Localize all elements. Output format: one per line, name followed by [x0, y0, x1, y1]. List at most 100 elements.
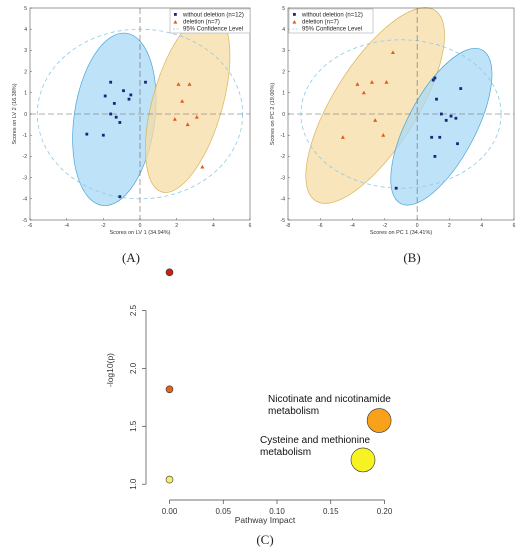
pathway-annotation: metabolism: [268, 406, 319, 417]
legend-entry: 95% Confidence Level: [302, 27, 362, 33]
point-deletion: [373, 118, 378, 122]
y-tick-label: 4: [24, 27, 27, 33]
point-without-deletion: [144, 80, 147, 84]
legend-entry: 95% Confidence Level: [183, 27, 243, 33]
y-tick-label: -1: [281, 133, 286, 139]
x-tick-label: 4: [212, 223, 215, 229]
point-deletion: [176, 82, 181, 86]
x-tick-label: 6: [513, 223, 516, 229]
y-tick-label: -5: [23, 218, 28, 224]
point-deletion: [172, 117, 177, 121]
y-tick-label: 3: [24, 48, 27, 54]
x-tick-label: -6: [28, 223, 33, 229]
y-tick-label: 2.5: [129, 304, 138, 316]
point-without-deletion: [118, 195, 122, 199]
y-tick-label: 0: [24, 112, 27, 118]
point-without-deletion: [112, 102, 116, 105]
x-tick-label: -6: [318, 223, 323, 229]
point-without-deletion: [109, 112, 113, 116]
x-tick-label: 4: [480, 223, 483, 229]
x-tick-label: 0: [139, 223, 142, 229]
legend-box: [288, 8, 374, 34]
y-tick-label: -1: [23, 133, 28, 139]
panel-a-label: (A): [122, 250, 140, 265]
pathway-annotation: metabolism: [260, 447, 311, 458]
panel-c-label: (C): [256, 532, 273, 547]
x-tick-label: -2: [101, 223, 106, 229]
legend-entry: deletion (n=7): [183, 20, 220, 26]
point-deletion: [340, 135, 345, 139]
point-deletion: [369, 80, 374, 84]
group-ellipse-2: [390, 47, 493, 206]
point-without-deletion: [103, 94, 107, 98]
y-tick-label: -3: [281, 175, 286, 181]
y-tick-label: 0: [282, 112, 285, 118]
y-tick-label: 1.0: [129, 478, 138, 490]
panel-b-label: (B): [403, 250, 420, 265]
y-tick-label: -4: [281, 197, 286, 203]
x-tick-label: -4: [64, 223, 69, 229]
y-tick-label: 2: [282, 69, 285, 75]
legend: without deletion (n=12) deletion (n=7)95%…: [169, 8, 251, 34]
point-deletion: [200, 164, 205, 169]
point-without-deletion: [444, 118, 448, 122]
point-without-deletion: [430, 135, 434, 139]
x-tick-label: 0: [416, 223, 419, 229]
y-tick-label: 2: [24, 69, 27, 75]
point-without-deletion: [122, 89, 125, 93]
x-tick-label: -4: [350, 223, 355, 229]
point-without-deletion: [127, 97, 131, 101]
y-tick-label: -5: [281, 218, 286, 224]
point-without-deletion: [114, 115, 118, 119]
point-without-deletion: [433, 76, 437, 80]
x-tick-label: -8: [286, 223, 291, 229]
y-tick-label: 1: [282, 91, 285, 97]
x-tick-label: 0.10: [269, 507, 285, 516]
point-without-deletion: [439, 112, 443, 116]
y-tick-label: 5: [24, 6, 27, 12]
point-deletion: [187, 82, 192, 86]
x-axis-label: Scores on PC 1 (34.41%): [370, 230, 433, 236]
pathway-bubble: [350, 447, 376, 473]
legend-marker-without-deletion: [293, 13, 296, 16]
x-tick-label: 0.15: [323, 507, 339, 516]
y-tick-label: -2: [23, 154, 28, 160]
panel-b-chart: -8 -6 -4 -2 0 2 4 6 -5 -4 -3 -2 -1 0 1 2 3 4 5 Scores on PC…: [270, 6, 516, 236]
pathway-bubble: [165, 268, 174, 277]
y-tick-label: -3: [23, 175, 28, 181]
point-deletion: [384, 80, 389, 84]
point-deletion: [361, 90, 366, 95]
x-tick-label: 0.00: [162, 507, 178, 516]
legend: without deletion (n=12) deletion (n=7)95%…: [288, 8, 374, 34]
point-without-deletion: [101, 133, 105, 137]
x-tick-label: 6: [249, 223, 252, 229]
pathway-bubble: [165, 475, 174, 484]
point-deletion: [390, 50, 395, 55]
point-without-deletion: [85, 132, 89, 136]
y-tick-label: 3: [282, 48, 285, 54]
x-tick-label: -2: [383, 223, 388, 229]
y-axis-label: -log10(p): [105, 353, 115, 387]
x-tick-label: 0.20: [377, 507, 393, 516]
x-tick-label: 0.05: [215, 507, 231, 516]
pathway-annotation: Cysteine and methionine: [260, 435, 371, 446]
pathway-annotation: Nicotinate and nicotinamide: [268, 394, 391, 405]
y-tick-label: -2: [281, 154, 286, 160]
point-without-deletion: [129, 93, 133, 97]
x-tick-label: 2: [448, 223, 451, 229]
y-axis-label: Scores on LV 2 (16.38%): [12, 83, 18, 144]
legend-entry: deletion (n=7): [302, 20, 339, 26]
x-axis-label: Pathway Impact: [235, 515, 296, 525]
point-without-deletion: [456, 142, 459, 146]
point-deletion: [355, 82, 360, 86]
legend-marker-without-deletion: [174, 13, 177, 16]
y-tick-label: 2.0: [129, 362, 138, 374]
point-without-deletion: [438, 135, 442, 139]
x-tick-label: 2: [175, 223, 178, 229]
point-without-deletion: [435, 97, 438, 101]
panel-a-chart: -6 -4 -2 0 2 4 6 -5 -4 -3 -2 -1 0 1 2 3 4 5 Scores on LV 1…: [12, 6, 252, 236]
point-without-deletion: [433, 155, 437, 158]
point-deletion: [185, 122, 190, 127]
legend-marker-deletion: [173, 20, 178, 24]
